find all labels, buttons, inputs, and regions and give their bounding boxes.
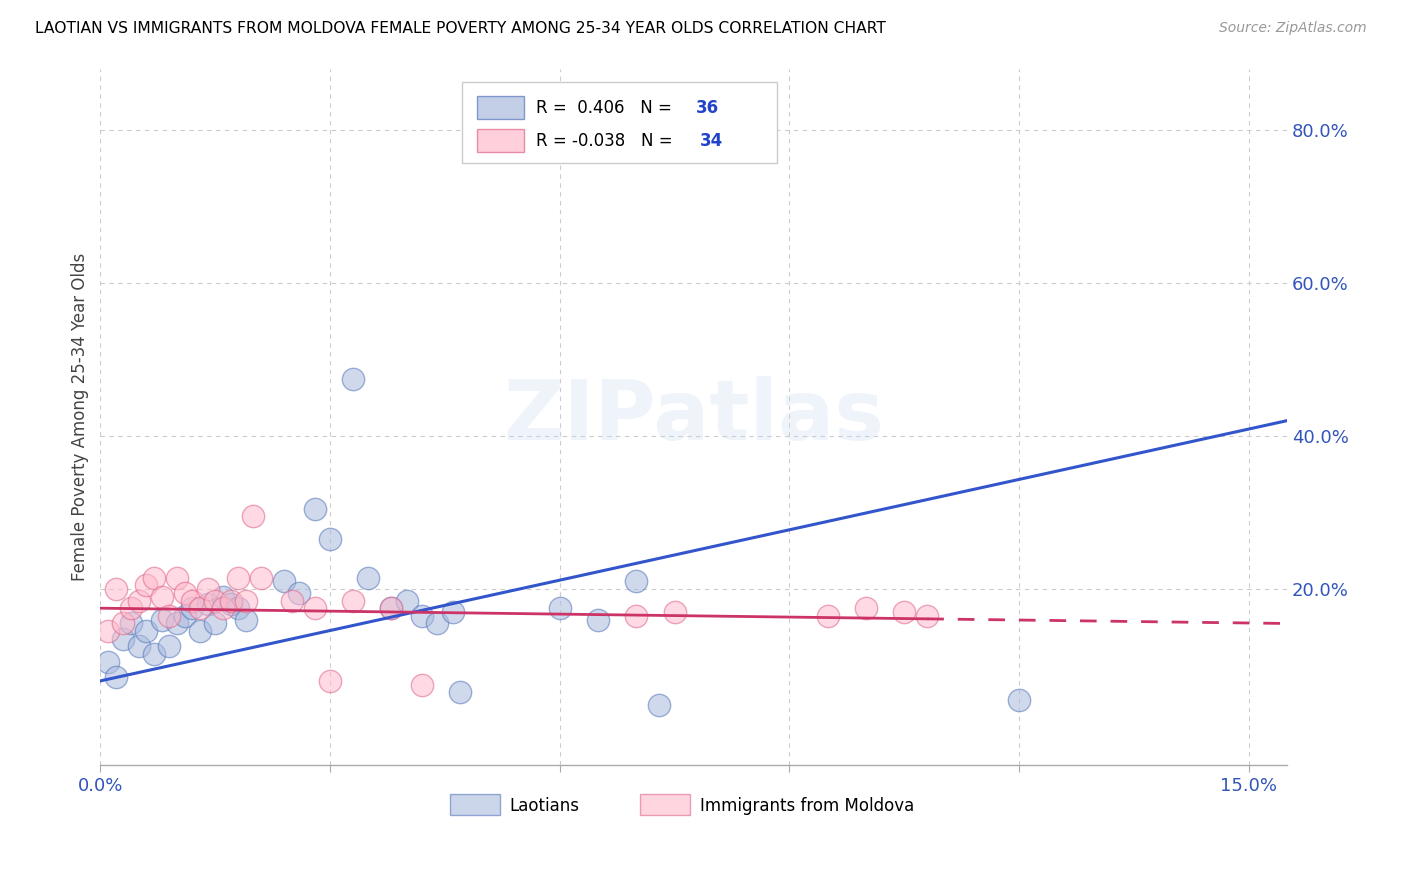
Point	[586, 613, 609, 627]
Point	[893, 605, 915, 619]
Text: R = -0.038   N =: R = -0.038 N =	[536, 132, 678, 150]
Point	[197, 582, 219, 596]
Point	[128, 640, 150, 654]
Point	[173, 586, 195, 600]
Point	[150, 613, 173, 627]
Point	[120, 616, 142, 631]
Point	[342, 593, 364, 607]
Point	[235, 613, 257, 627]
Point	[226, 570, 249, 584]
Point	[219, 593, 242, 607]
Text: R =  0.406   N =: R = 0.406 N =	[536, 98, 678, 117]
Point	[150, 590, 173, 604]
Bar	[450, 795, 501, 815]
Point	[135, 578, 157, 592]
Point	[626, 608, 648, 623]
Point	[319, 533, 342, 547]
Point	[104, 670, 127, 684]
Text: ZIPatlas: ZIPatlas	[503, 376, 884, 458]
Text: Immigrants from Moldova: Immigrants from Moldova	[700, 797, 914, 814]
Point	[288, 586, 311, 600]
Point	[380, 601, 402, 615]
Point	[250, 570, 273, 584]
Point	[411, 608, 433, 623]
Point	[212, 590, 235, 604]
Point	[173, 608, 195, 623]
Bar	[477, 129, 524, 152]
Point	[915, 608, 938, 623]
Point	[188, 601, 211, 615]
Point	[380, 601, 402, 615]
Point	[1008, 693, 1031, 707]
Point	[120, 601, 142, 615]
Point	[204, 616, 226, 631]
Point	[166, 570, 188, 584]
Point	[219, 598, 242, 612]
Text: LAOTIAN VS IMMIGRANTS FROM MOLDOVA FEMALE POVERTY AMONG 25-34 YEAR OLDS CORRELAT: LAOTIAN VS IMMIGRANTS FROM MOLDOVA FEMAL…	[35, 21, 886, 36]
Point	[648, 698, 671, 713]
Text: 36: 36	[696, 98, 720, 117]
FancyBboxPatch shape	[463, 82, 776, 162]
Point	[212, 601, 235, 615]
Point	[664, 605, 686, 619]
Point	[626, 574, 648, 589]
Text: Laotians: Laotians	[510, 797, 579, 814]
Point	[319, 673, 342, 688]
Bar	[477, 96, 524, 119]
Point	[188, 624, 211, 639]
Point	[181, 601, 204, 615]
Point	[273, 574, 295, 589]
Point	[157, 640, 180, 654]
Point	[342, 371, 364, 385]
Point	[112, 632, 135, 646]
Bar	[640, 795, 690, 815]
Point	[97, 624, 120, 639]
Point	[142, 570, 165, 584]
Point	[128, 593, 150, 607]
Point	[104, 582, 127, 596]
Point	[441, 605, 464, 619]
Point	[671, 100, 693, 114]
Point	[242, 509, 264, 524]
Point	[112, 616, 135, 631]
Point	[548, 601, 571, 615]
Y-axis label: Female Poverty Among 25-34 Year Olds: Female Poverty Among 25-34 Year Olds	[72, 252, 89, 581]
Point	[357, 570, 380, 584]
Point	[281, 593, 304, 607]
Point	[395, 593, 418, 607]
Point	[197, 598, 219, 612]
Point	[235, 593, 257, 607]
Point	[181, 593, 204, 607]
Point	[411, 678, 433, 692]
Point	[817, 608, 839, 623]
Point	[166, 616, 188, 631]
Point	[855, 601, 877, 615]
Point	[426, 616, 449, 631]
Text: Source: ZipAtlas.com: Source: ZipAtlas.com	[1219, 21, 1367, 35]
Point	[304, 601, 326, 615]
Point	[142, 647, 165, 661]
Text: 34: 34	[700, 132, 723, 150]
Point	[157, 608, 180, 623]
Point	[97, 655, 120, 669]
Point	[204, 593, 226, 607]
Point	[226, 601, 249, 615]
Point	[135, 624, 157, 639]
Point	[304, 501, 326, 516]
Point	[449, 685, 471, 699]
